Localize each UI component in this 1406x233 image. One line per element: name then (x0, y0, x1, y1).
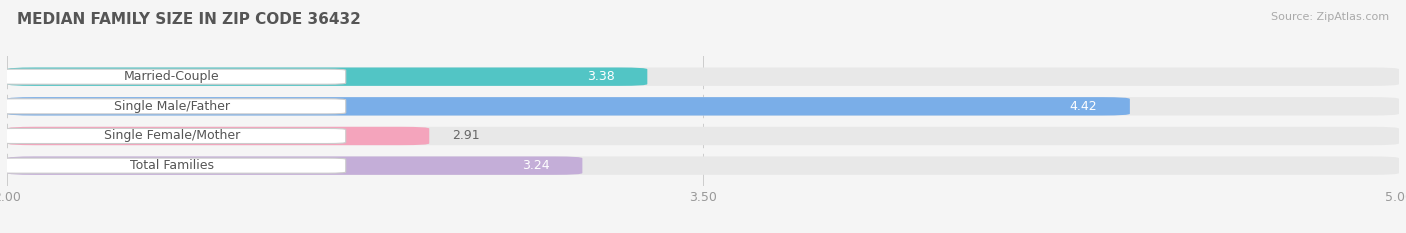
Text: 3.38: 3.38 (588, 70, 614, 83)
Text: Single Female/Mother: Single Female/Mother (104, 130, 240, 143)
FancyBboxPatch shape (0, 99, 346, 114)
Text: Source: ZipAtlas.com: Source: ZipAtlas.com (1271, 12, 1389, 22)
FancyBboxPatch shape (0, 69, 346, 84)
Text: Single Male/Father: Single Male/Father (114, 100, 229, 113)
FancyBboxPatch shape (7, 97, 1399, 116)
Text: MEDIAN FAMILY SIZE IN ZIP CODE 36432: MEDIAN FAMILY SIZE IN ZIP CODE 36432 (17, 12, 361, 27)
Text: 3.24: 3.24 (522, 159, 550, 172)
FancyBboxPatch shape (7, 97, 1130, 116)
Text: 2.91: 2.91 (453, 130, 479, 143)
FancyBboxPatch shape (0, 128, 346, 144)
FancyBboxPatch shape (0, 158, 346, 173)
FancyBboxPatch shape (7, 156, 1399, 175)
Text: Total Families: Total Families (129, 159, 214, 172)
FancyBboxPatch shape (7, 127, 1399, 145)
FancyBboxPatch shape (7, 68, 1399, 86)
FancyBboxPatch shape (7, 127, 429, 145)
Text: Married-Couple: Married-Couple (124, 70, 219, 83)
FancyBboxPatch shape (7, 156, 582, 175)
FancyBboxPatch shape (7, 68, 647, 86)
Text: 4.42: 4.42 (1070, 100, 1097, 113)
